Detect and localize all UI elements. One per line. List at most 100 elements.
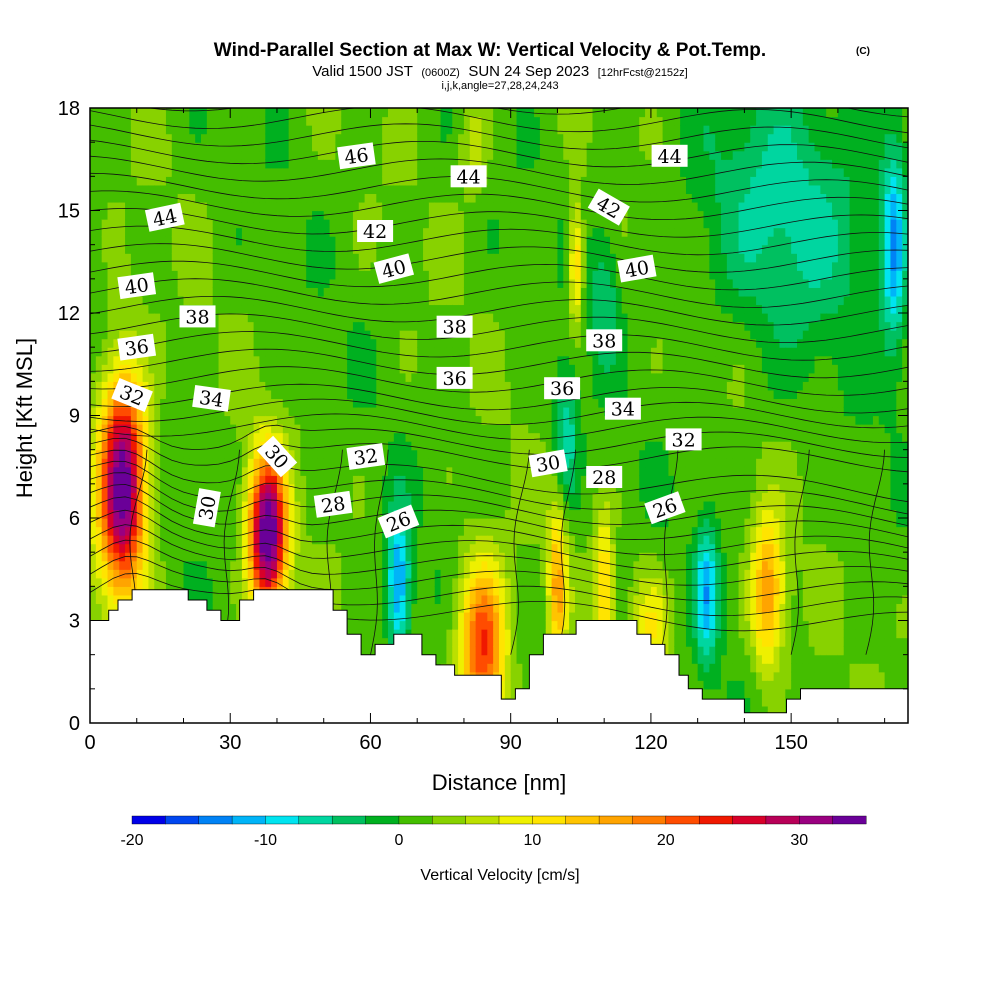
velocity-cell — [195, 424, 202, 434]
velocity-cell — [113, 201, 120, 212]
velocity-cell — [125, 466, 132, 476]
velocity-cell — [446, 133, 453, 143]
velocity-cell — [376, 142, 383, 152]
velocity-cell — [265, 313, 272, 323]
velocity-cell — [347, 398, 354, 408]
velocity-cell — [446, 347, 453, 357]
velocity-cell — [469, 295, 477, 306]
velocity-cell — [189, 219, 196, 229]
velocity-cell — [469, 526, 477, 536]
velocity-cell — [271, 236, 278, 246]
velocity-cell — [218, 116, 225, 126]
velocity-cell — [458, 629, 465, 639]
velocity-cell — [142, 483, 150, 493]
velocity-cell — [399, 415, 407, 425]
velocity-cell — [253, 133, 261, 143]
velocity-cell — [148, 449, 155, 459]
velocity-cell — [265, 509, 272, 519]
velocity-cell — [136, 261, 144, 271]
velocity-cell — [212, 586, 220, 596]
velocity-cell — [90, 535, 97, 545]
velocity-cell — [259, 535, 266, 545]
velocity-cell — [90, 159, 97, 169]
velocity-cell — [317, 295, 325, 306]
velocity-cell — [306, 304, 313, 314]
velocity-cell — [253, 125, 261, 135]
velocity-cell — [469, 654, 477, 664]
velocity-cell — [230, 125, 237, 135]
velocity-cell — [487, 261, 494, 271]
velocity-cell — [101, 441, 109, 451]
velocity-cell — [312, 176, 319, 186]
velocity-cell — [253, 552, 261, 562]
velocity-cell — [458, 466, 465, 476]
velocity-cell — [440, 449, 448, 459]
velocity-cell — [165, 475, 173, 485]
velocity-cell — [440, 406, 448, 417]
velocity-cell — [218, 526, 225, 536]
velocity-cell — [142, 193, 150, 203]
velocity-cell — [142, 116, 150, 126]
velocity-cell — [271, 142, 278, 152]
velocity-cell — [376, 552, 383, 562]
velocity-cell — [130, 176, 138, 186]
velocity-cell — [171, 278, 179, 288]
velocity-cell — [241, 518, 249, 528]
velocity-cell — [165, 159, 173, 169]
velocity-cell — [428, 406, 436, 417]
velocity-cell — [364, 603, 372, 613]
velocity-cell — [177, 108, 185, 118]
velocity-cell — [463, 244, 471, 254]
velocity-cell — [364, 594, 372, 605]
velocity-cell — [317, 125, 325, 135]
velocity-cell — [405, 552, 412, 562]
velocity-cell — [171, 338, 179, 348]
velocity-cell — [230, 210, 237, 220]
velocity-cell — [452, 150, 459, 160]
velocity-cell — [90, 184, 97, 195]
velocity-cell — [434, 167, 442, 177]
velocity-cell — [376, 518, 383, 528]
velocity-cell — [493, 620, 500, 630]
velocity-cell — [428, 620, 436, 630]
velocity-cell — [165, 518, 173, 528]
velocity-cell — [241, 577, 249, 587]
velocity-cell — [136, 201, 144, 212]
velocity-cell — [183, 569, 190, 579]
velocity-cell — [294, 270, 301, 280]
velocity-cell — [148, 193, 155, 203]
velocity-cell — [306, 364, 313, 374]
velocity-cell — [417, 330, 424, 340]
velocity-cell — [101, 500, 109, 511]
velocity-cell — [148, 142, 155, 152]
velocity-cell — [212, 560, 220, 570]
velocity-cell — [142, 355, 150, 365]
velocity-cell — [125, 372, 132, 382]
velocity-cell — [399, 227, 407, 237]
velocity-cell — [423, 176, 430, 186]
velocity-cell — [160, 347, 167, 357]
velocity-cell — [282, 441, 290, 451]
velocity-cell — [323, 347, 331, 357]
velocity-cell — [95, 193, 103, 203]
velocity-cell — [463, 406, 471, 417]
velocity-cell — [428, 646, 436, 656]
velocity-cell — [206, 364, 214, 374]
velocity-cell — [95, 167, 103, 177]
velocity-cell — [125, 295, 132, 306]
velocity-cell — [107, 253, 114, 263]
velocity-cell — [306, 475, 313, 485]
velocity-cell — [393, 287, 401, 297]
velocity-cell — [493, 560, 500, 570]
velocity-cell — [452, 355, 459, 365]
velocity-cell — [247, 509, 255, 519]
velocity-cell — [271, 355, 278, 365]
velocity-cell — [335, 184, 342, 195]
velocity-cell — [218, 184, 225, 195]
velocity-cell — [452, 287, 459, 297]
velocity-cell — [119, 184, 126, 195]
velocity-cell — [282, 142, 290, 152]
velocity-cell — [136, 526, 144, 536]
velocity-cell — [183, 210, 190, 220]
velocity-cell — [113, 227, 120, 237]
